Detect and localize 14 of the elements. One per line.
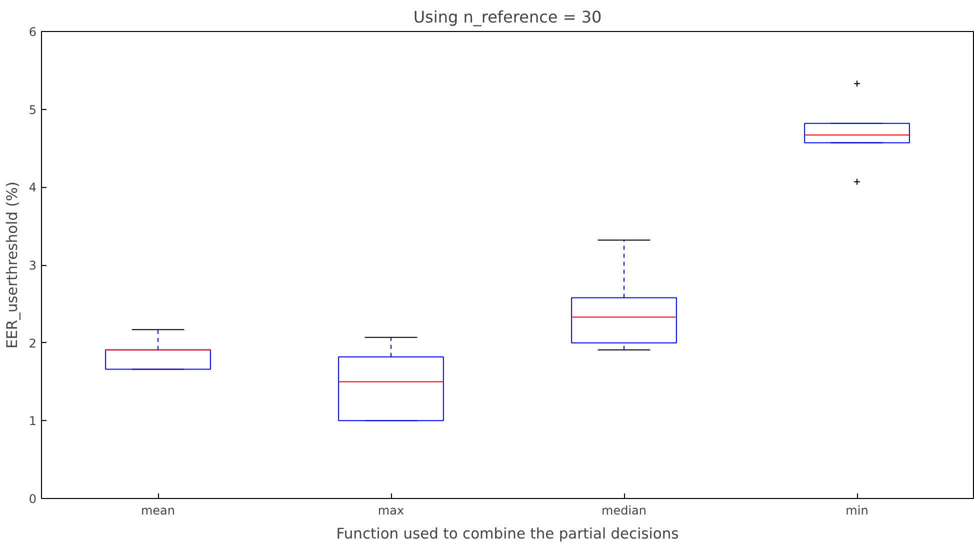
y-tick-label: 6 bbox=[28, 25, 37, 39]
y-tick-label: 0 bbox=[28, 492, 37, 506]
y-tick-label: 3 bbox=[28, 258, 37, 272]
x-tick-label: min bbox=[846, 504, 868, 518]
chart-title: Using n_reference = 30 bbox=[413, 8, 602, 26]
x-axis-title: Function used to combine the partial decisions bbox=[336, 526, 679, 542]
y-axis-title: EER_userthreshold (%) bbox=[4, 181, 21, 349]
x-tick-label: max bbox=[378, 504, 404, 518]
x-tick-label: median bbox=[602, 504, 646, 518]
y-tick-label: 2 bbox=[28, 336, 37, 350]
y-tick-label: 1 bbox=[28, 414, 37, 428]
y-tick-label: 5 bbox=[28, 102, 37, 117]
x-tick-label: mean bbox=[140, 504, 176, 518]
y-tick-label: 4 bbox=[28, 180, 37, 195]
